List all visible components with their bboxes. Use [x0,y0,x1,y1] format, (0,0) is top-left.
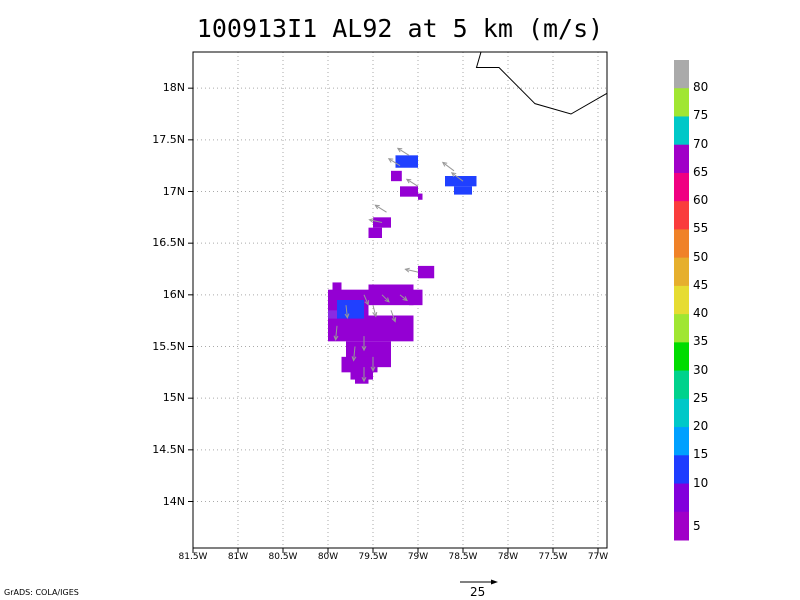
colorbar-segment [674,314,689,343]
reference-vector [460,579,498,585]
wind-speed-cell [328,310,337,319]
wind-speed-cell [400,186,418,197]
colorbar-segment [674,60,689,89]
colorbar-segment [674,398,689,428]
credit-label: GrADS: COLA/IGES [4,588,79,597]
x-tick-label: 79W [407,552,429,562]
wind-vector [396,147,410,156]
x-tick-label: 77.5W [538,552,568,562]
colorbar-label: 65 [693,164,709,179]
wind-speed-areas [328,155,477,384]
axis-ticks [188,87,599,553]
colorbar-label: 5 [693,519,701,534]
wind-vector [450,172,464,182]
y-tick-label: 17N [162,184,185,198]
colorbar-label: 75 [693,108,709,123]
wind-speed-cell [418,193,423,200]
wind-vector [387,158,401,167]
wind-speed-cell [391,170,402,182]
x-tick-label: 79.5W [358,552,388,562]
colorbar [674,60,689,541]
colorbar-label: 20 [693,419,709,434]
wind-vector [390,310,397,323]
wind-speed-cell [445,176,477,187]
colorbar-segment [674,201,689,230]
colorbar-label: 15 [693,447,709,462]
colorbar-segment [674,370,689,400]
x-tick-label: 78W [497,552,519,562]
y-tick-label: 15.5N [152,339,185,353]
colorbar-segment [674,427,689,456]
colorbar-label: 45 [693,277,709,292]
wind-speed-cell [418,265,435,279]
wind-vector [405,178,419,187]
wind-speed-cell [409,289,423,306]
wind-vector [441,161,455,172]
colorbar-segment [674,483,689,513]
wind-vector [361,367,367,383]
colorbar-label: 70 [693,136,709,151]
y-tick-label: 14N [162,494,185,508]
wind-vector [368,218,383,223]
colorbar-label: 35 [693,334,709,349]
wind-vector [363,294,369,306]
y-tick-label: 15N [162,391,185,405]
colorbar-label: 25 [693,390,709,405]
colorbar-label: 55 [693,221,709,236]
wind-vector [381,294,390,303]
y-tick-label: 16.5N [152,236,185,250]
colorbar-segment [674,285,689,315]
colorbar-segment [674,172,689,202]
colorbar-segment [674,257,689,287]
wind-vector [333,325,339,341]
wind-vector [370,356,376,372]
wind-speed-cell [454,186,472,195]
colorbar-segment [674,229,689,259]
y-tick-label: 16N [162,287,185,301]
colorbar-label: 80 [693,80,709,95]
y-tick-label: 17.5N [152,132,185,146]
colorbar-segment [674,88,689,117]
wind-speed-cell [355,375,369,384]
colorbar-segment [674,144,689,174]
wind-speed-cell [328,315,414,342]
colorbar-label: 30 [693,362,709,377]
wind-vector [372,305,378,318]
wind-vector [399,294,408,302]
wind-vector [351,346,357,362]
x-tick-label: 80.5W [268,552,298,562]
map-title: 100913I1 AL92 at 5 km (m/s) [196,14,604,43]
x-tick-label: 81.5W [178,552,208,562]
colorbar-label: 60 [693,193,709,208]
colorbar-segment [674,455,689,485]
colorbar-label: 50 [693,249,709,264]
x-tick-label: 77W [587,552,609,562]
coastline [475,51,608,115]
wind-speed-cell [395,155,418,168]
wind-vector [374,204,387,213]
map-frame [192,51,608,549]
wind-speed-cell [332,282,342,291]
colorbar-label: 10 [693,475,709,490]
y-tick-label: 18N [162,81,185,95]
colorbar-segment [674,511,689,541]
colorbar-segment [674,342,689,372]
wind-vector [344,305,350,319]
wind-vector [404,267,419,273]
x-tick-label: 78.5W [448,552,478,562]
x-tick-label: 80W [317,552,339,562]
wind-speed-cell [368,227,382,238]
colorbar-segment [674,116,689,146]
x-tick-label: 81W [227,552,249,562]
wind-speed-cell [368,284,414,306]
y-tick-label: 14.5N [152,442,185,456]
wind-speed-cell [337,300,364,319]
wind-vectors [333,147,464,383]
wind-vector [361,336,367,352]
colorbar-label: 40 [693,306,709,321]
reference-vector-label: 25 [470,585,486,599]
